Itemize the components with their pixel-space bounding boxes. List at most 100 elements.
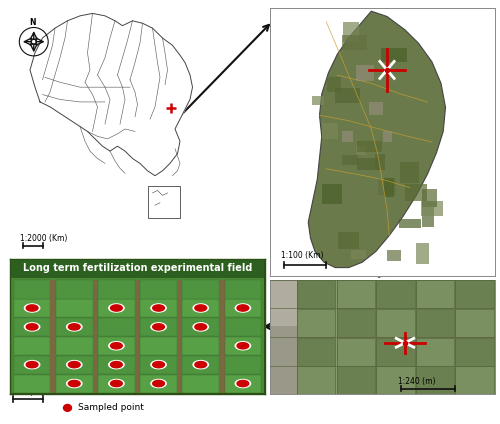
Bar bbox=[14, 280, 51, 393]
Bar bbox=[297, 338, 336, 365]
Text: 1:100 (Km): 1:100 (Km) bbox=[281, 251, 324, 260]
Bar bbox=[98, 299, 134, 318]
Polygon shape bbox=[308, 11, 446, 268]
Bar bbox=[140, 375, 177, 393]
Bar bbox=[140, 356, 177, 374]
Bar bbox=[327, 77, 341, 92]
Text: 1:2000 (Km): 1:2000 (Km) bbox=[20, 234, 68, 243]
Bar bbox=[351, 249, 366, 259]
Bar bbox=[224, 318, 261, 336]
Bar bbox=[405, 184, 427, 201]
Bar bbox=[416, 243, 428, 264]
Bar bbox=[376, 366, 414, 394]
Bar bbox=[297, 280, 336, 309]
Circle shape bbox=[110, 343, 122, 349]
Bar bbox=[381, 48, 407, 62]
Bar bbox=[56, 337, 92, 355]
Bar bbox=[98, 356, 134, 374]
Bar bbox=[356, 158, 380, 170]
Bar bbox=[322, 123, 338, 139]
Circle shape bbox=[195, 305, 206, 311]
Bar bbox=[182, 280, 219, 298]
Bar bbox=[456, 366, 494, 394]
Bar bbox=[422, 189, 437, 206]
Bar bbox=[98, 337, 134, 355]
Circle shape bbox=[68, 380, 80, 387]
Bar bbox=[98, 280, 134, 393]
Circle shape bbox=[193, 360, 208, 369]
Circle shape bbox=[26, 324, 38, 330]
Bar bbox=[182, 337, 219, 355]
Circle shape bbox=[193, 323, 208, 331]
Bar bbox=[140, 280, 177, 393]
Bar bbox=[56, 375, 92, 393]
Bar bbox=[14, 318, 51, 336]
Bar bbox=[270, 280, 297, 326]
Bar bbox=[14, 356, 51, 374]
Text: 1:60(m): 1:60(m) bbox=[11, 388, 44, 397]
Bar bbox=[297, 309, 336, 337]
Circle shape bbox=[110, 305, 122, 311]
Bar bbox=[375, 154, 384, 170]
Circle shape bbox=[236, 342, 250, 350]
Circle shape bbox=[151, 323, 166, 331]
Circle shape bbox=[109, 379, 124, 388]
Bar bbox=[376, 338, 414, 365]
Bar bbox=[356, 64, 374, 81]
Circle shape bbox=[66, 379, 82, 388]
Circle shape bbox=[68, 362, 80, 368]
Bar bbox=[378, 179, 396, 195]
Circle shape bbox=[26, 305, 38, 311]
Bar bbox=[343, 22, 359, 42]
Bar bbox=[336, 309, 375, 337]
Text: 1:240 (m): 1:240 (m) bbox=[398, 377, 436, 386]
Bar bbox=[14, 299, 51, 318]
Bar bbox=[224, 375, 261, 393]
Circle shape bbox=[237, 343, 249, 349]
Bar bbox=[98, 375, 134, 393]
Text: Sampled point: Sampled point bbox=[78, 403, 144, 413]
Bar bbox=[356, 146, 366, 155]
Bar bbox=[56, 280, 92, 393]
Bar bbox=[224, 337, 261, 355]
Circle shape bbox=[24, 360, 40, 369]
Bar bbox=[416, 280, 455, 309]
Bar bbox=[336, 280, 375, 309]
Bar bbox=[335, 88, 360, 103]
Bar bbox=[336, 366, 375, 394]
Circle shape bbox=[236, 379, 250, 388]
Bar bbox=[376, 309, 414, 337]
Bar bbox=[421, 201, 442, 216]
Bar bbox=[336, 338, 375, 365]
Bar bbox=[177, 280, 182, 393]
Bar bbox=[297, 366, 336, 394]
Circle shape bbox=[151, 360, 166, 369]
Bar bbox=[56, 280, 92, 298]
Bar bbox=[14, 280, 51, 298]
Bar bbox=[224, 280, 261, 298]
Bar bbox=[384, 178, 394, 196]
Polygon shape bbox=[30, 14, 192, 176]
Circle shape bbox=[66, 323, 82, 331]
Bar bbox=[182, 318, 219, 336]
Bar bbox=[56, 318, 92, 336]
Bar bbox=[312, 96, 324, 105]
Circle shape bbox=[24, 323, 40, 331]
Circle shape bbox=[195, 362, 206, 368]
Bar bbox=[376, 280, 414, 309]
Circle shape bbox=[109, 360, 124, 369]
Circle shape bbox=[66, 360, 82, 369]
Bar bbox=[416, 338, 455, 365]
Bar bbox=[342, 35, 367, 50]
Bar bbox=[398, 220, 421, 228]
Circle shape bbox=[152, 380, 164, 387]
Bar bbox=[98, 318, 134, 336]
Circle shape bbox=[110, 362, 122, 368]
Bar bbox=[270, 280, 297, 394]
Bar bbox=[342, 131, 353, 142]
Bar bbox=[10, 259, 265, 278]
Circle shape bbox=[109, 304, 124, 312]
Bar bbox=[400, 162, 418, 183]
Bar bbox=[224, 356, 261, 374]
Circle shape bbox=[110, 380, 122, 387]
